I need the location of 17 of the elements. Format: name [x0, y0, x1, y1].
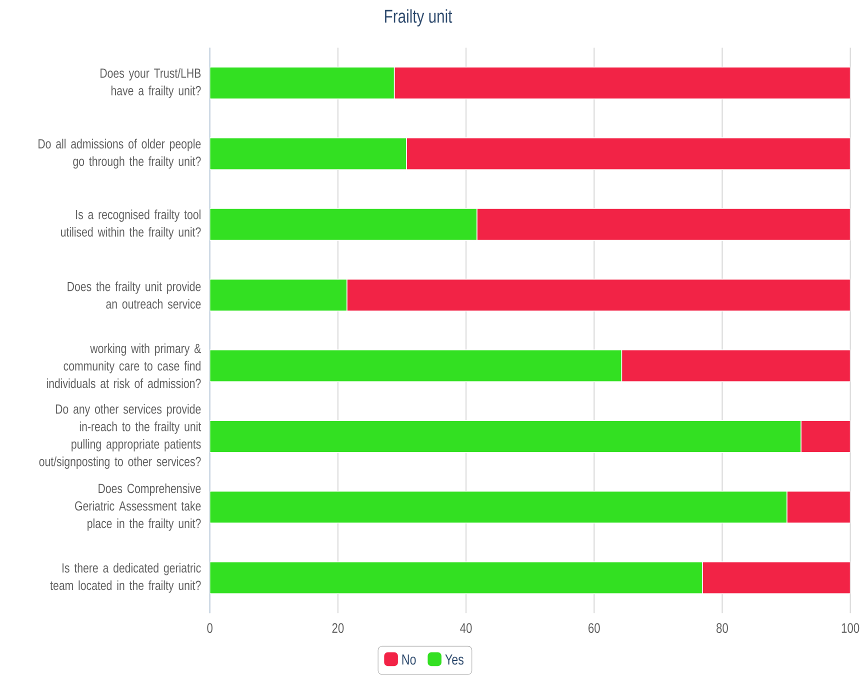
legend-label: No: [402, 654, 416, 665]
x-tick-label: 20: [332, 623, 344, 634]
x-tick-label: 80: [716, 623, 728, 634]
x-tick-label: 100: [842, 623, 860, 634]
y-tick-label: Is a recognised frailty tool utilised within the frailty unit?: [61, 210, 201, 240]
y-tick-label: Does the frailty unit provide an outreach service: [68, 282, 201, 309]
legend-label: Yes: [445, 654, 464, 665]
y-tick-label: Do all admissions of older people go through the frailty unit?: [38, 138, 201, 169]
y-tick-label: Does your Trust/LHB have a frailty unit?: [100, 68, 201, 98]
y-tick-label: working with primary & community care to case find individuals at risk of admission?: [46, 344, 201, 388]
chart-title: Frailty unit: [385, 9, 452, 27]
y-tick-label: Does Comprehensive Geriatric Assessment take place in the frailty unit?: [75, 484, 201, 531]
x-tick-label: 40: [460, 623, 472, 634]
x-tick-label: 60: [588, 623, 600, 634]
y-tick-label: Is there a dedicated geriatric team located in the frailty unit?: [50, 563, 201, 593]
y-tick-label: Do any other services provide in-reach to the frailty unit pulling appropriate patients out/signposting to other services?: [39, 404, 202, 469]
x-tick-label: 0: [207, 623, 212, 634]
